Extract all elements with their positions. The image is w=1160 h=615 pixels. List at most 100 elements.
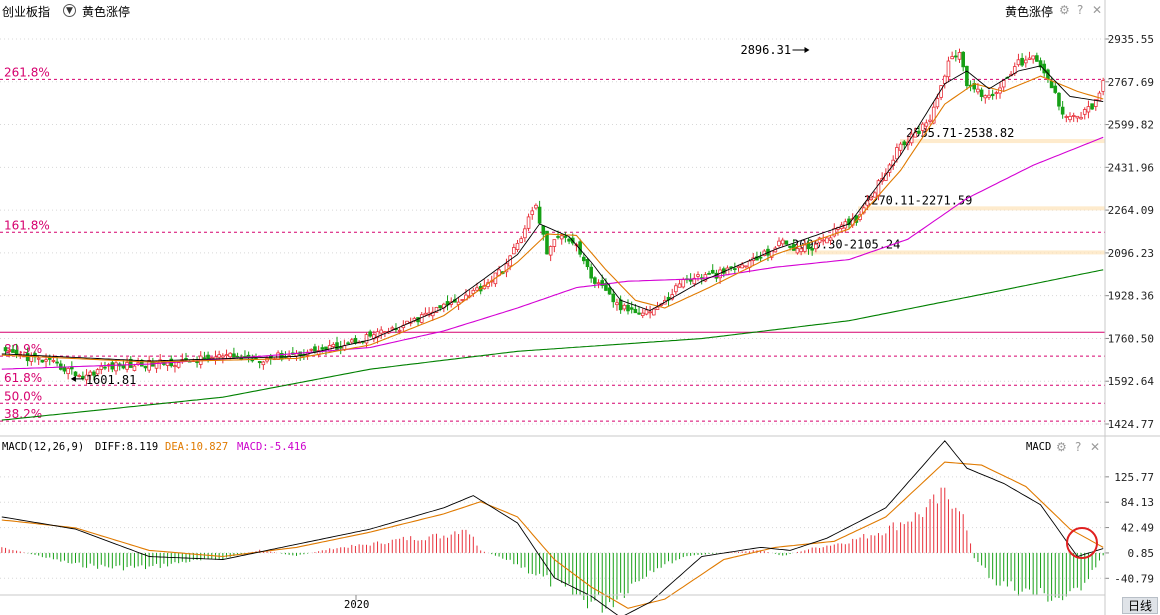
candle — [803, 244, 807, 252]
candle — [62, 367, 67, 372]
macd-title: MACD(12,26,9) — [2, 441, 85, 453]
candle — [475, 287, 479, 291]
candle — [648, 311, 652, 314]
main-panel: 2935.55 2767.69 2599.82 2431.96 2264.09 2096.… — [0, 33, 1154, 431]
candle — [788, 245, 792, 248]
candle — [799, 248, 803, 253]
candle — [114, 362, 118, 372]
candle — [651, 308, 656, 316]
candle — [1057, 92, 1061, 107]
period-button[interactable]: 日线 — [1122, 597, 1158, 614]
candle — [935, 98, 940, 108]
candle — [902, 141, 907, 146]
candle — [633, 308, 638, 314]
candle — [434, 307, 439, 313]
candle — [460, 299, 465, 301]
candle — [1082, 109, 1087, 115]
candle — [987, 94, 991, 98]
macd-panel: 125.77 84.13 42.49 0.85 -40.79 — [0, 440, 1154, 615]
candle — [1016, 59, 1021, 66]
candle — [335, 342, 339, 351]
candle — [611, 293, 616, 303]
high-annotation: 2896.31 — [740, 43, 791, 57]
candle — [99, 365, 104, 370]
indicator-select[interactable]: 黄色涨停 — [82, 5, 131, 19]
candle — [814, 243, 818, 250]
index-name[interactable]: 创业板指 — [2, 5, 51, 19]
fib-label: 38.2% — [4, 407, 42, 421]
price-zone — [786, 250, 1105, 255]
candle — [567, 238, 571, 242]
candle — [349, 339, 354, 343]
candle — [202, 357, 207, 360]
candle — [176, 362, 181, 368]
candle — [821, 239, 826, 242]
candle — [504, 263, 509, 273]
candle — [419, 314, 424, 323]
candle — [1097, 92, 1102, 101]
candle — [644, 309, 649, 315]
candle — [674, 285, 678, 293]
candle — [1079, 116, 1083, 120]
y-tick-label: 2599.82 — [1108, 119, 1154, 132]
candle — [744, 265, 748, 268]
candle — [817, 237, 822, 244]
candle — [552, 239, 557, 247]
fib-label: 61.8% — [4, 371, 42, 385]
candle — [209, 357, 214, 360]
close-icon[interactable]: ✕ — [1090, 440, 1101, 454]
help-icon[interactable]: ? — [1077, 3, 1084, 17]
candle — [1090, 103, 1094, 110]
candle — [147, 359, 151, 371]
candle — [942, 75, 947, 84]
candle — [320, 347, 325, 350]
candle — [526, 216, 531, 229]
y-tick-label: 1760.50 — [1108, 332, 1154, 345]
candle — [537, 206, 542, 224]
price-zone — [858, 206, 1105, 211]
candle — [128, 358, 133, 368]
candle — [512, 247, 516, 255]
candle — [261, 361, 266, 366]
macd-tick-label: 84.13 — [1121, 496, 1154, 509]
candle — [622, 304, 627, 310]
candle — [733, 268, 737, 270]
candle — [979, 89, 984, 97]
candle — [563, 235, 568, 238]
fib-label: 161.8% — [4, 218, 50, 232]
candle — [1071, 115, 1076, 117]
help-icon[interactable]: ? — [1075, 440, 1082, 454]
candle — [228, 352, 233, 358]
candle — [696, 274, 700, 277]
candle — [55, 361, 59, 364]
annotation-arrowhead — [70, 375, 76, 382]
candle — [784, 240, 789, 245]
candle — [523, 228, 527, 239]
candle — [125, 362, 129, 370]
candle — [994, 92, 999, 95]
close-icon[interactable]: ✕ — [1092, 3, 1103, 17]
ma5-line — [1, 65, 1104, 362]
candle — [25, 352, 30, 362]
candle — [364, 334, 369, 344]
candle — [51, 360, 56, 362]
candle — [961, 51, 965, 68]
candle — [1068, 116, 1072, 121]
candle — [626, 304, 630, 312]
zone-label: 2535.71-2538.82 — [906, 126, 1014, 140]
candle — [1049, 80, 1054, 89]
candle — [954, 55, 958, 58]
candle — [1086, 106, 1091, 113]
candle — [810, 248, 814, 251]
gear-icon[interactable]: ⚙ — [1059, 3, 1070, 17]
candle — [40, 359, 45, 363]
candle — [276, 352, 280, 360]
dropdown-icon[interactable]: ▼ — [63, 4, 76, 17]
candle — [1024, 59, 1028, 64]
candle — [257, 361, 262, 364]
candle — [14, 349, 19, 356]
candle — [70, 366, 74, 370]
candle — [887, 164, 892, 173]
gear-icon[interactable]: ⚙ — [1056, 440, 1067, 454]
